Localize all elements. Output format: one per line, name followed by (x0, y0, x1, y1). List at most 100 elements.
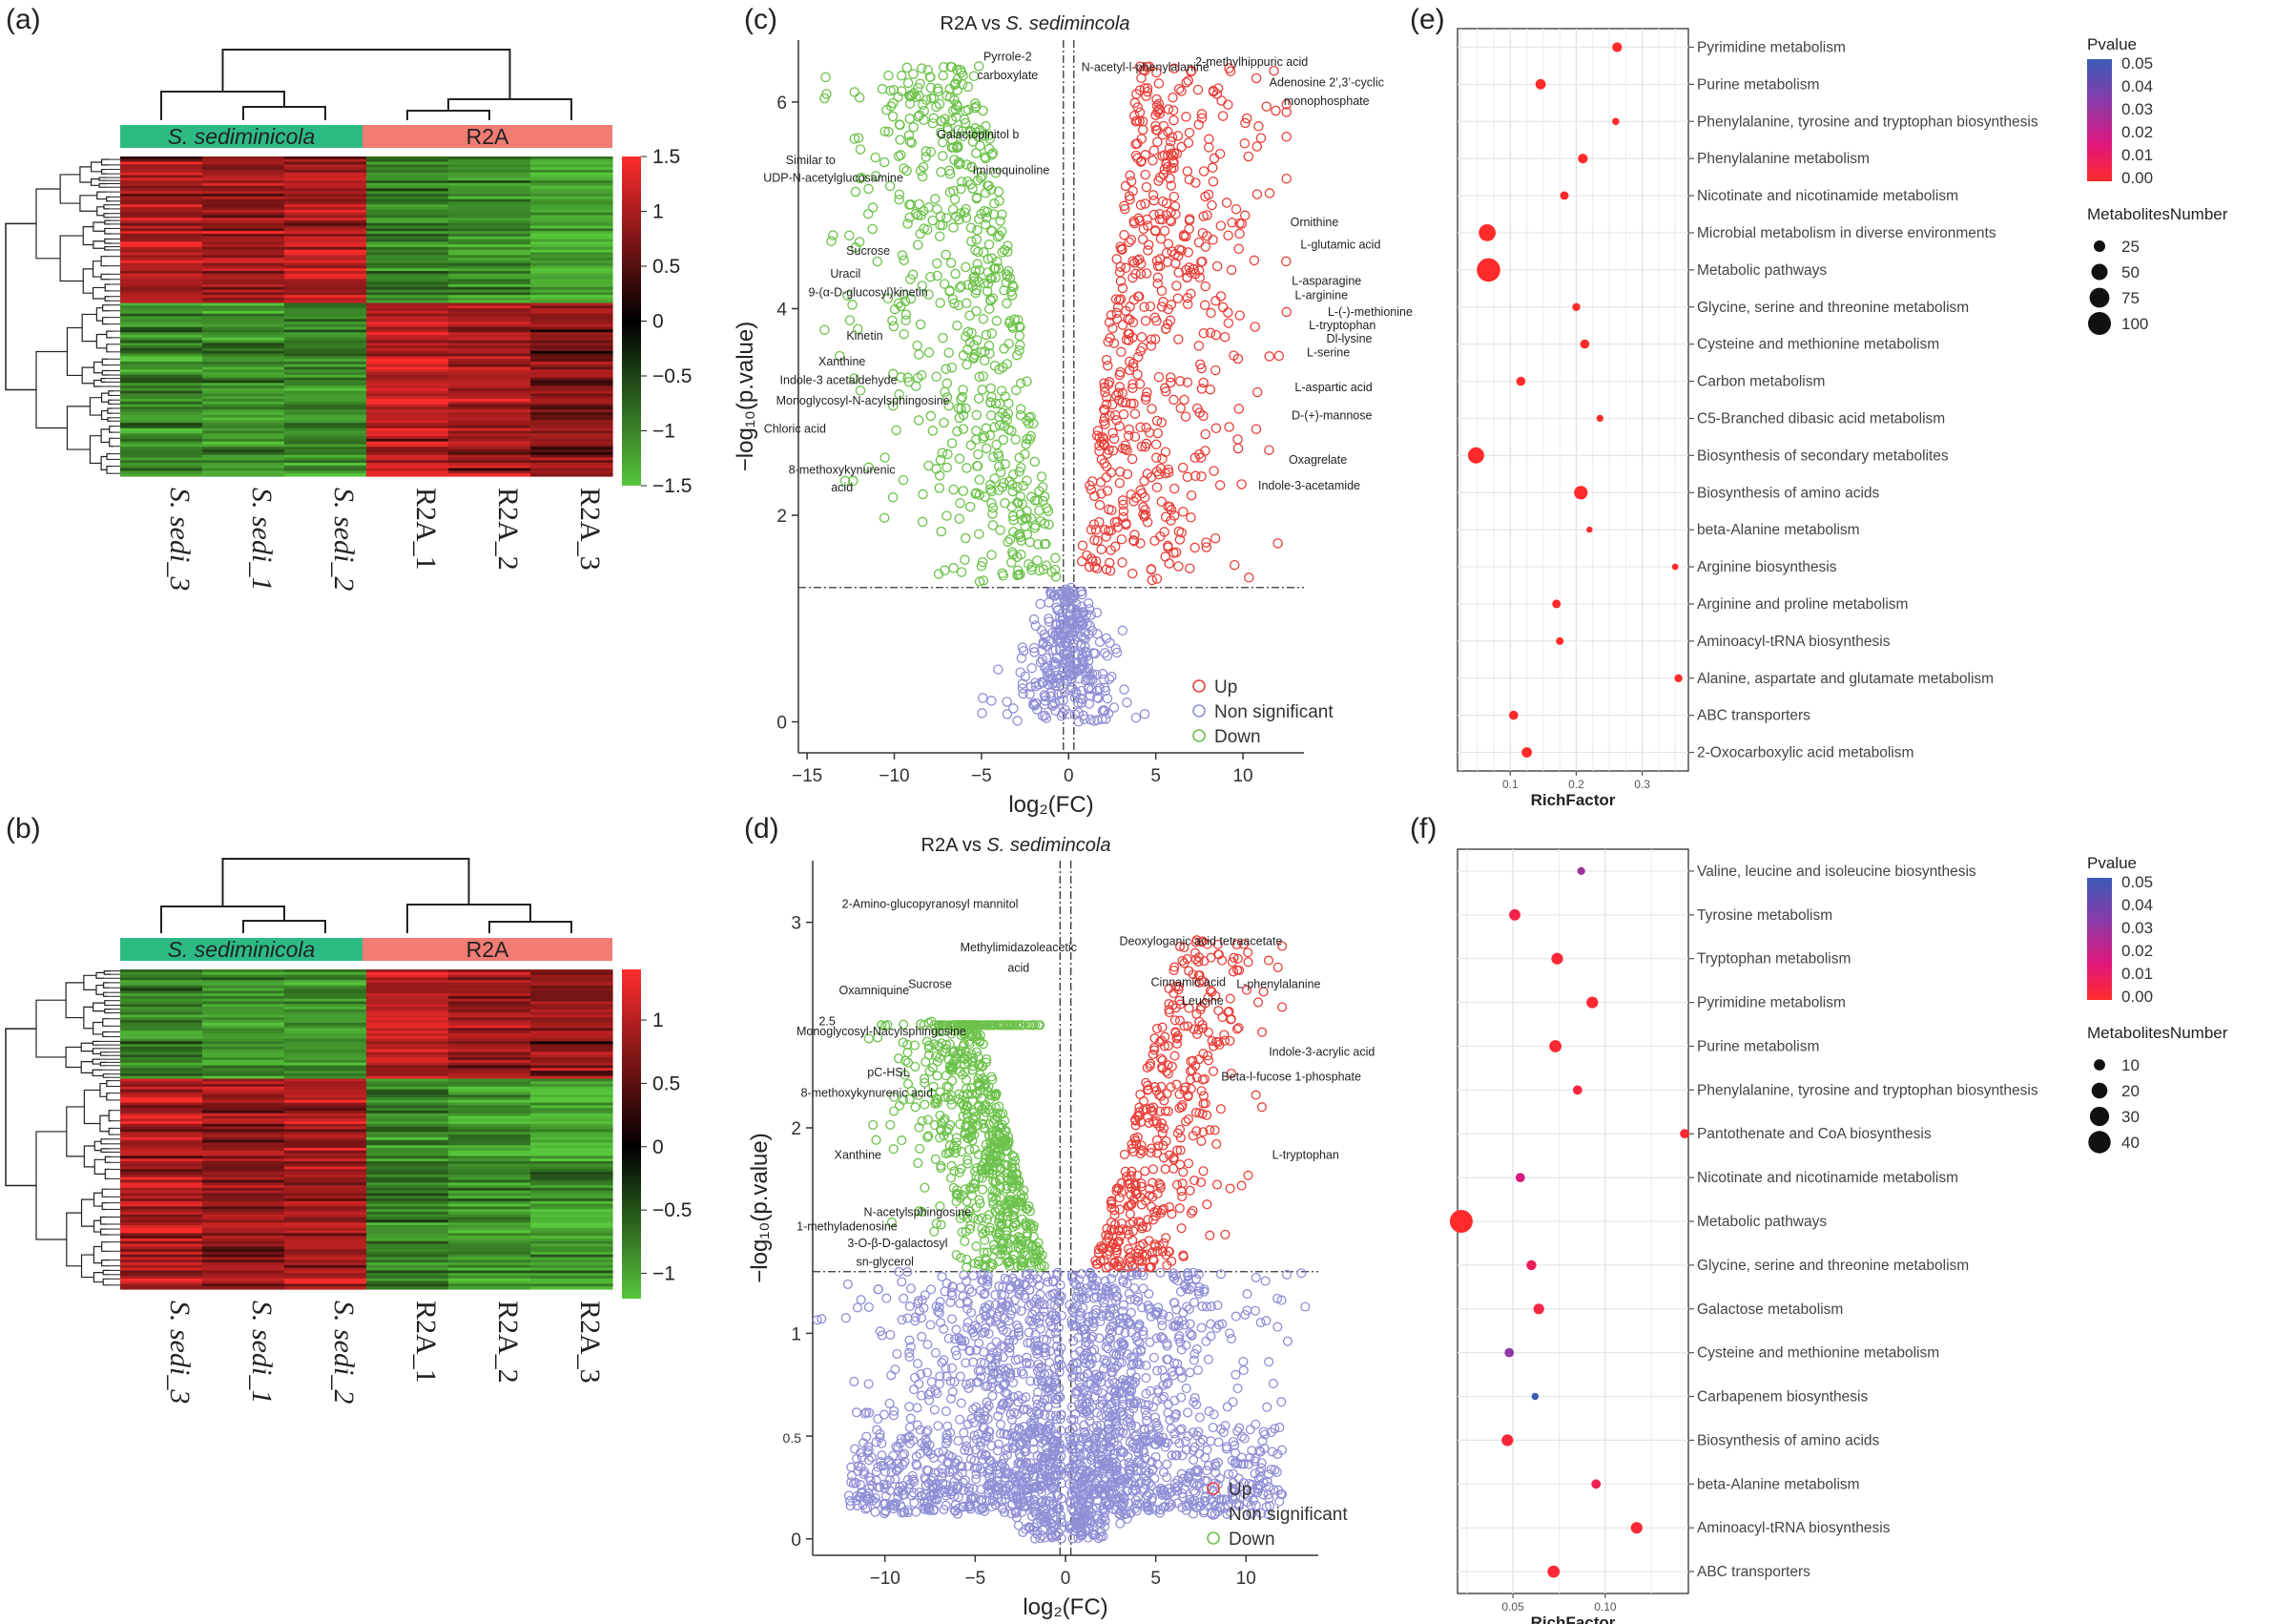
data-point (1024, 689, 1035, 699)
heatmap-cell (448, 1217, 531, 1221)
heatmap-cell (120, 1286, 203, 1290)
heatmap-cell (284, 273, 367, 278)
heatmap-cell (448, 1135, 531, 1138)
data-point (983, 303, 995, 314)
data-point (897, 1277, 907, 1287)
data-point (925, 271, 936, 282)
heatmap-cell (448, 158, 531, 163)
data-point (966, 1286, 977, 1298)
heatmap-cell (284, 401, 367, 406)
heatmap-cell (366, 222, 449, 227)
annotation-label: L-serine (1307, 345, 1350, 359)
heatmap-cell (530, 182, 613, 187)
heatmap-cell (284, 438, 367, 443)
heatmap-cell (448, 1187, 531, 1192)
heatmap-cell (120, 463, 203, 467)
heatmap-cell (202, 332, 285, 336)
heatmap-cell (530, 1035, 613, 1040)
heatmap-cell (366, 1264, 449, 1269)
heatmap-cell (530, 1203, 613, 1208)
heatmap-cell (120, 1033, 203, 1037)
data-point (1155, 531, 1166, 542)
heatmap-cell (284, 995, 367, 1000)
plot-title-prefix-d: R2A vs (921, 835, 987, 856)
heatmap-cell (120, 1206, 203, 1210)
heatmap-cell (120, 177, 203, 181)
heatmap-cell (284, 1007, 367, 1010)
dendro-branch (100, 428, 110, 444)
group-label-r2a-a: R2A (466, 124, 509, 149)
data-point (980, 1322, 991, 1333)
heatmap-cell (284, 231, 367, 235)
data-point (1193, 119, 1204, 130)
heatmap-cell (448, 1115, 531, 1119)
data-point (978, 370, 988, 382)
heatmap-cell (448, 1169, 531, 1173)
heatmap-cell (448, 473, 531, 477)
heatmap-cell (530, 1249, 613, 1253)
data-point (1210, 423, 1222, 434)
data-point (1232, 443, 1244, 454)
heatmap-cell (120, 454, 203, 459)
data-point (1262, 1402, 1272, 1412)
x-tick-label: 10 (1236, 1569, 1256, 1589)
heatmap-cell (366, 319, 449, 323)
heatmap-cell (448, 260, 531, 264)
data-point (927, 426, 939, 436)
heatmap-cell (284, 1049, 367, 1053)
data-point (901, 62, 913, 73)
heatmap-cell (120, 335, 203, 339)
heatmap-cell (202, 1240, 285, 1245)
heatmap-cell (120, 279, 203, 282)
annotation-label: Chloric acid (764, 422, 826, 435)
heatmap-cell (284, 1163, 367, 1168)
heatmap-cell (448, 1212, 531, 1216)
heatmap-cell (284, 295, 367, 299)
heatmap-cell (120, 295, 203, 299)
data-point (1138, 64, 1148, 75)
heatmap-cell (284, 433, 367, 437)
heatmap-cell (366, 231, 449, 235)
data-point (1232, 1384, 1243, 1394)
heatmap-cell (530, 369, 613, 373)
data-point (941, 364, 951, 375)
heatmap-cell (366, 191, 449, 195)
heatmap-cell (366, 433, 449, 437)
heatmap-cell (120, 1273, 203, 1277)
data-point (1211, 260, 1223, 272)
heatmap-cell (284, 1156, 367, 1159)
data-point (1168, 1268, 1179, 1279)
data-point (1022, 513, 1032, 524)
data-point (1296, 1268, 1307, 1279)
column-label-3: S. sedi_2 (328, 1301, 360, 1404)
data-point (1151, 573, 1163, 584)
data-point (948, 222, 959, 233)
dendro-branch (100, 158, 110, 166)
heatmap-cell (530, 414, 613, 419)
data-point (1118, 506, 1129, 516)
data-point (849, 373, 859, 384)
data-point (1063, 585, 1074, 596)
heatmap-cell (448, 1072, 531, 1077)
annotation-label: 2-methylhippuric acid (1195, 55, 1308, 69)
data-point (1271, 105, 1281, 116)
heatmap-cell (366, 1022, 449, 1027)
heatmap-cell (284, 359, 367, 363)
heatmap-cell (448, 222, 531, 227)
heatmap-cell (202, 1108, 285, 1112)
data-point (1161, 158, 1172, 170)
heatmap-cell (448, 323, 531, 328)
data-point (1041, 1271, 1051, 1281)
heatmap-cell (448, 1190, 531, 1195)
data-point (904, 1402, 915, 1412)
heatmap-cell (448, 387, 531, 392)
heatmap-cell (120, 255, 203, 259)
heatmap-cell (120, 1251, 203, 1256)
data-point (1214, 148, 1226, 159)
data-point (925, 410, 937, 422)
heatmap-cell (448, 993, 531, 997)
dendro-branch (109, 426, 114, 433)
heatmap-cell (284, 1236, 367, 1239)
data-point (1133, 291, 1145, 302)
heatmap-cell (284, 1217, 367, 1221)
